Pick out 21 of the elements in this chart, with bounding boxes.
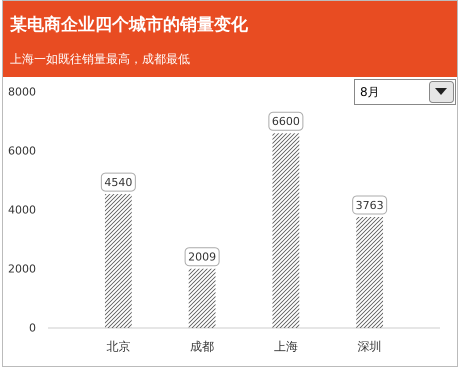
y-tick-label: 4000: [8, 204, 36, 217]
chart-subtitle: 上海一如既往销量最高，成都最低: [10, 52, 190, 66]
x-tick-label: 成都: [190, 340, 214, 354]
y-tick-label: 0: [29, 322, 36, 335]
dropdown: 8月: [354, 79, 456, 105]
chart-title: 某电商企业四个城市的销量变化: [9, 15, 249, 35]
x-tick-label: 北京: [106, 340, 130, 354]
y-tick-label: 8000: [8, 86, 36, 99]
data-label: 6600: [272, 115, 300, 128]
bar: [272, 133, 300, 328]
bar: [104, 194, 132, 328]
bar: [356, 216, 384, 328]
y-tick-label: 6000: [8, 144, 36, 158]
x-tick-label: 上海: [274, 340, 298, 354]
x-tick-label: 深圳: [358, 340, 382, 354]
data-label: 4540: [104, 176, 132, 189]
data-label: 3763: [356, 198, 384, 212]
bar: [188, 268, 216, 328]
annotation: 8月: [360, 85, 380, 99]
data-label: 2009: [188, 250, 216, 264]
y-tick-label: 2000: [8, 262, 36, 276]
